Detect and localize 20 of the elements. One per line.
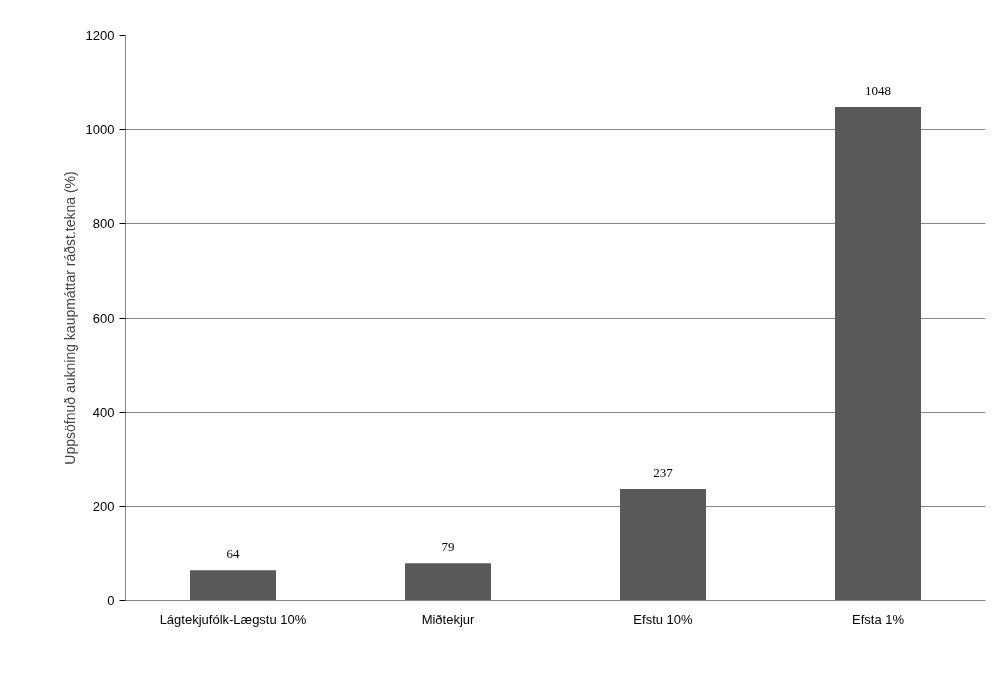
y-tick-label: 200 [92,498,115,514]
y-tick-label: 1000 [85,122,115,138]
x-tick-label: Lágtekjufólk-Lægstu 10% [159,611,307,627]
data-label: 79 [441,539,455,555]
bar [835,107,921,601]
y-axis-title: Uppsöfnuð aukning kaupmáttar ráðst.tekna (%) [61,171,78,465]
x-tick-label: Efstu 10% [633,611,694,627]
y-tick-label: 1200 [85,28,115,43]
y-tick-label: 0 [107,593,115,608]
y-tick-label: 400 [92,404,115,420]
data-label: 64 [226,546,240,562]
y-tick-label: 600 [92,310,115,326]
y-tick-label: 800 [92,216,115,232]
data-label: 1048 [865,83,891,99]
bar [405,563,491,601]
x-tick-label: Miðtekjur [421,611,476,627]
bar [620,488,706,601]
data-label: 237 [653,464,674,480]
bar [190,570,276,601]
x-tick-label: Efsta 1% [851,611,905,627]
